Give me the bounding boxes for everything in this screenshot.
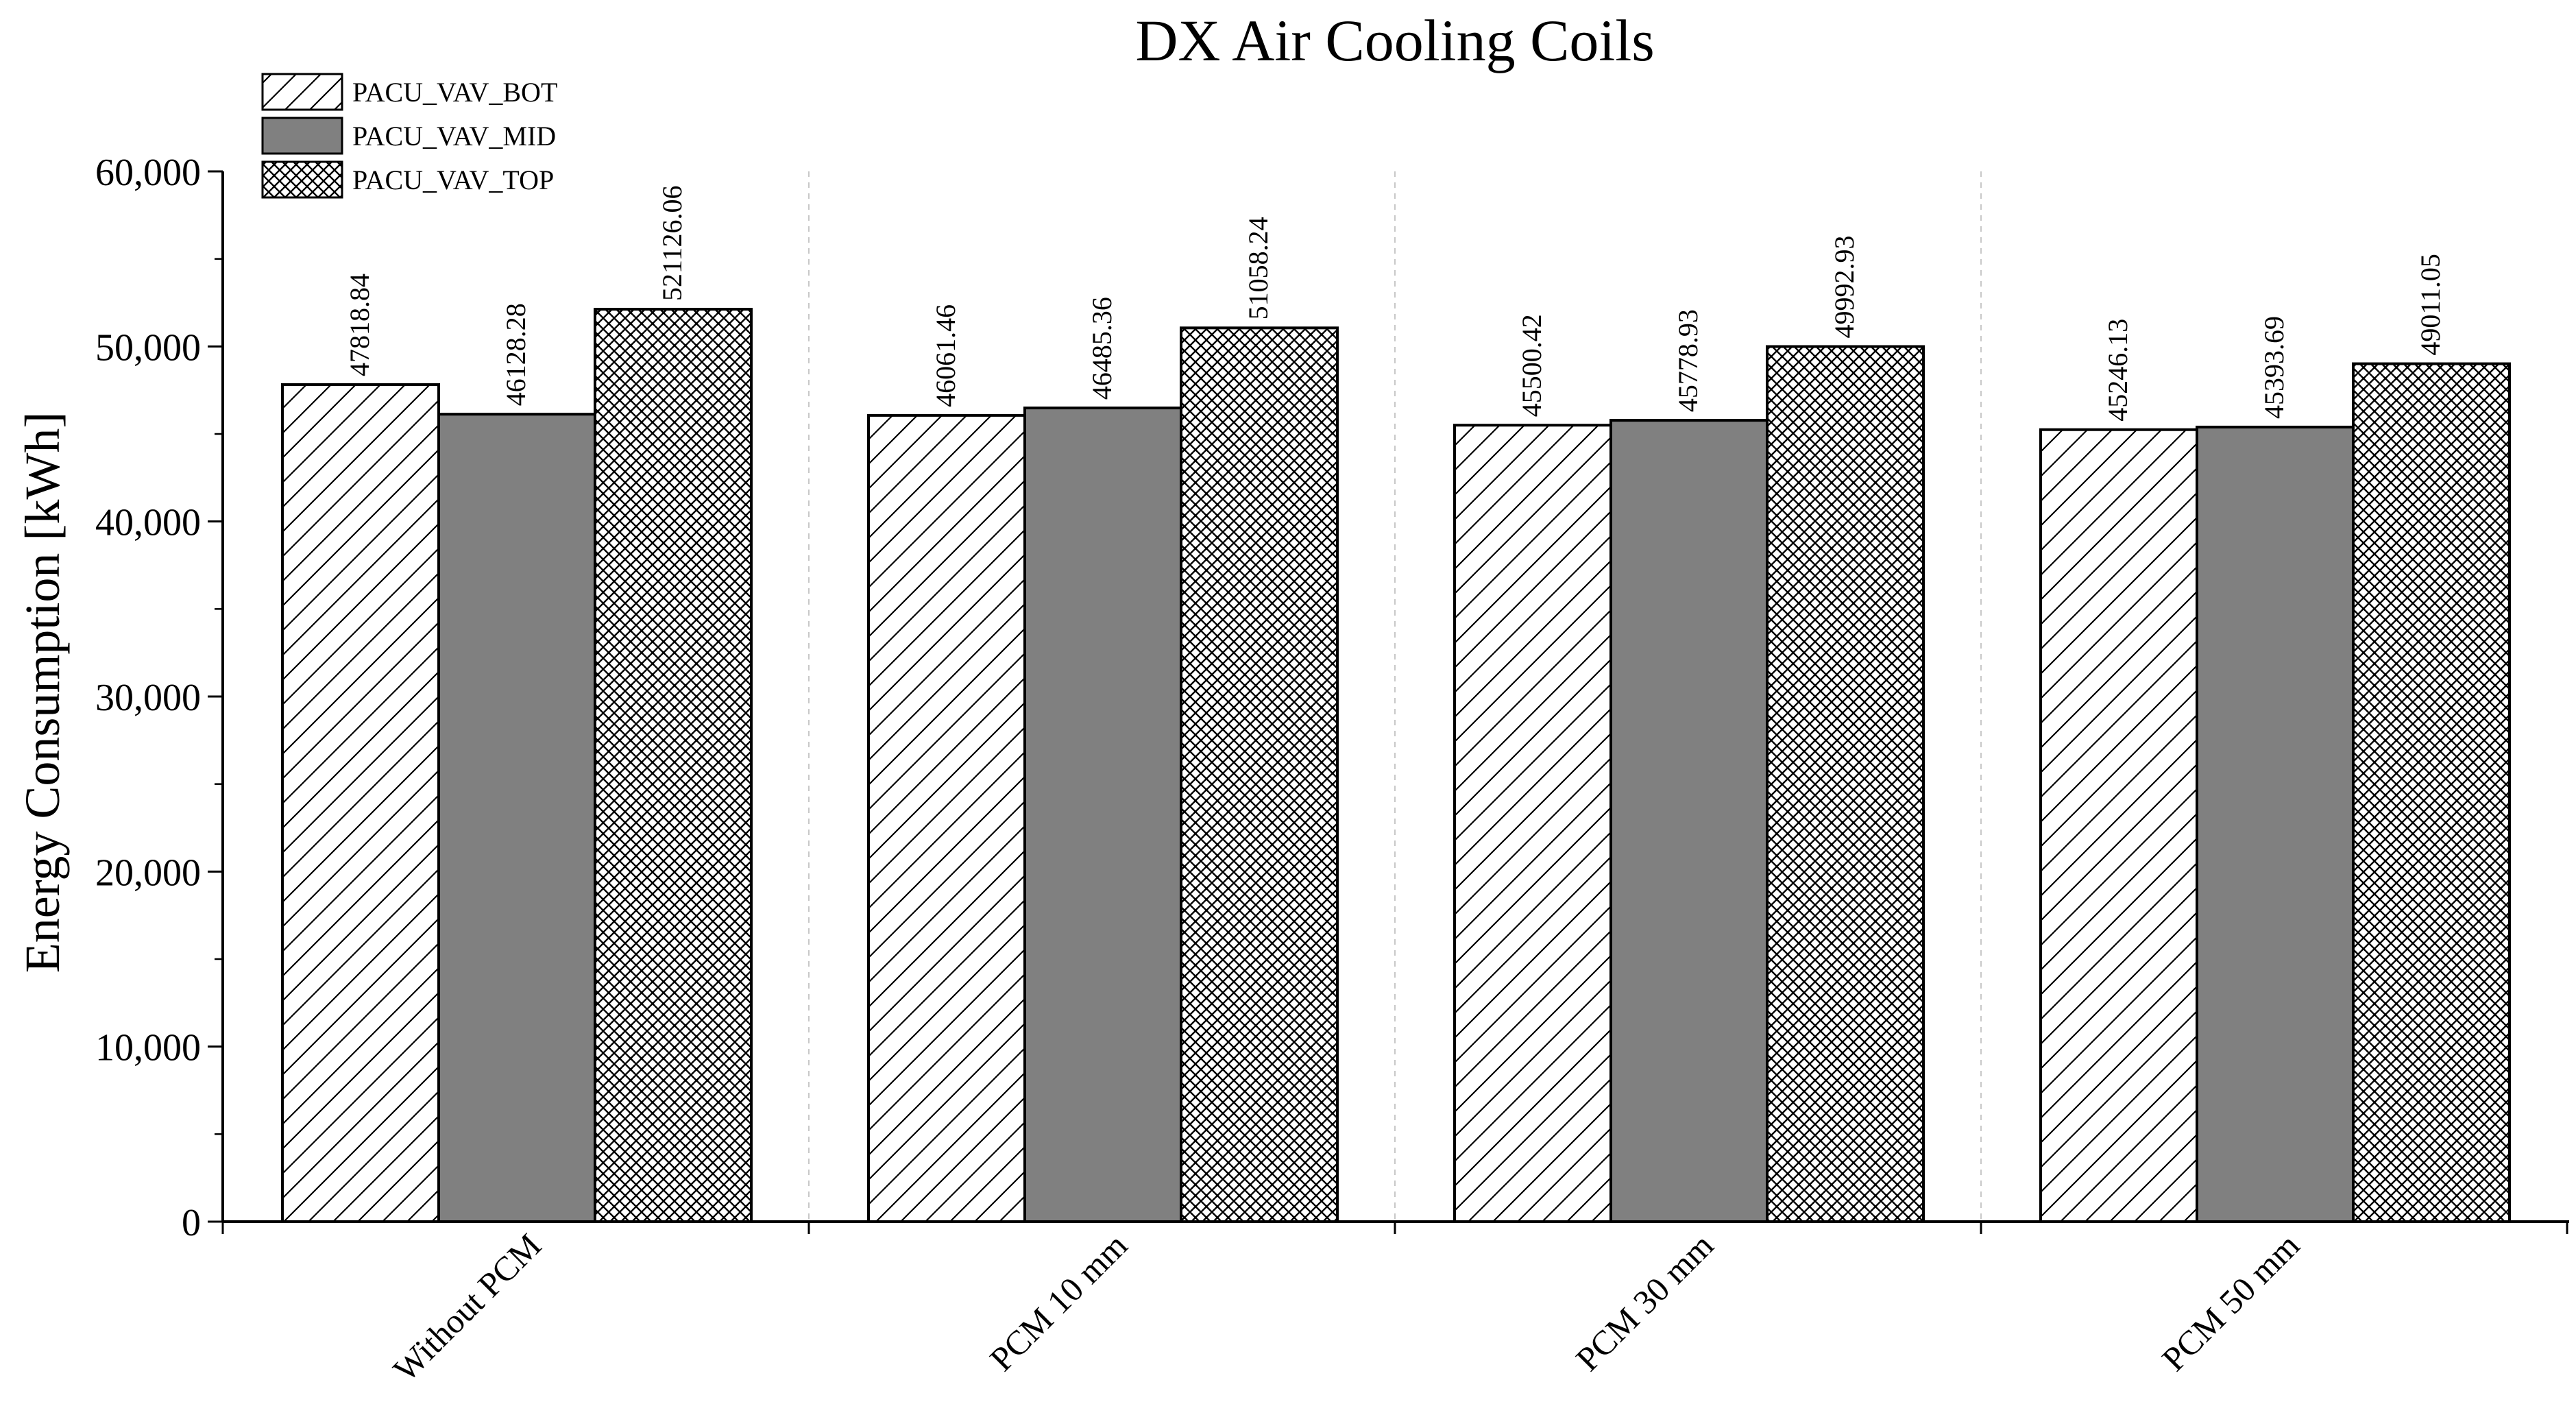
- data-label-1-2: 45778.93: [1673, 309, 1703, 412]
- legend-label-0: PACU_VAV_BOT: [352, 77, 557, 108]
- y-tick-label-5: 50,000: [95, 326, 201, 369]
- data-label-2-3: 49011.05: [2415, 254, 2446, 356]
- bar-2-3: [2352, 362, 2511, 1224]
- bar-0-2: [1453, 424, 1612, 1223]
- y-axis-label: Energy Consumption [kWh]: [15, 412, 70, 973]
- y-tick-label-3: 30,000: [95, 677, 201, 719]
- bar-1-0: [437, 413, 596, 1223]
- y-tick-label-2: 20,000: [95, 851, 201, 894]
- bar-2-1: [1180, 326, 1339, 1223]
- bar-0-0: [281, 383, 440, 1223]
- y-tick-label-4: 40,000: [95, 502, 201, 544]
- data-label-1-3: 45393.69: [2259, 316, 2289, 419]
- x-tick-label-1: PCM 10 mm: [982, 1226, 1134, 1378]
- legend-swatch-1: [261, 117, 343, 155]
- legend-label-1: PACU_VAV_MID: [352, 121, 556, 152]
- legend-swatch-2: [261, 160, 343, 199]
- legend-label-2: PACU_VAV_TOP: [352, 165, 554, 195]
- y-tick-label-1: 10,000: [95, 1027, 201, 1069]
- legend-swatch-0: [261, 73, 343, 111]
- data-label-0-2: 45500.42: [1516, 314, 1547, 417]
- data-label-1-0: 46128.28: [500, 303, 531, 406]
- chart-title: DX Air Cooling Coils: [1135, 8, 1654, 73]
- data-label-0-0: 47818.84: [344, 274, 375, 376]
- bar-1-1: [1023, 407, 1182, 1223]
- x-tick-label-3: PCM 50 mm: [2154, 1226, 2307, 1378]
- y-tick-label-6: 60,000: [95, 152, 201, 194]
- legend: PACU_VAV_BOT PACU_VAV_MID PACU_VAV_TOP: [261, 73, 557, 199]
- bar-0-3: [2039, 428, 2198, 1223]
- data-label-2-1: 51058.24: [1243, 217, 1274, 319]
- x-tick-label-2: PCM 30 mm: [1568, 1226, 1721, 1378]
- bars: [281, 308, 2511, 1224]
- bar-1-2: [1609, 419, 1769, 1223]
- y-tick-label-0: 0: [182, 1202, 201, 1244]
- bar-1-3: [2196, 425, 2355, 1223]
- y-ticks: 0 10,000 20,000 30,000 40,000 50,000 60,000: [95, 152, 223, 1244]
- data-label-2-2: 49992.93: [1829, 236, 1860, 339]
- bar-2-0: [594, 308, 753, 1223]
- x-ticks: Without PCM PCM 10 mm PCM 30 mm PCM 50 mm: [221, 1222, 2568, 1389]
- data-label-1-1: 46485.36: [1086, 297, 1117, 400]
- data-label-0-3: 45246.13: [2102, 319, 2133, 422]
- data-labels: 47818.84 46061.46 45500.42 45246.13 46128.28…: [344, 186, 2446, 422]
- bar-2-2: [1766, 345, 1925, 1224]
- data-label-2-0: 521126.06: [657, 186, 688, 302]
- bar-0-1: [867, 413, 1026, 1224]
- x-tick-label-0: Without PCM: [386, 1226, 549, 1389]
- data-label-0-1: 46061.46: [930, 304, 961, 407]
